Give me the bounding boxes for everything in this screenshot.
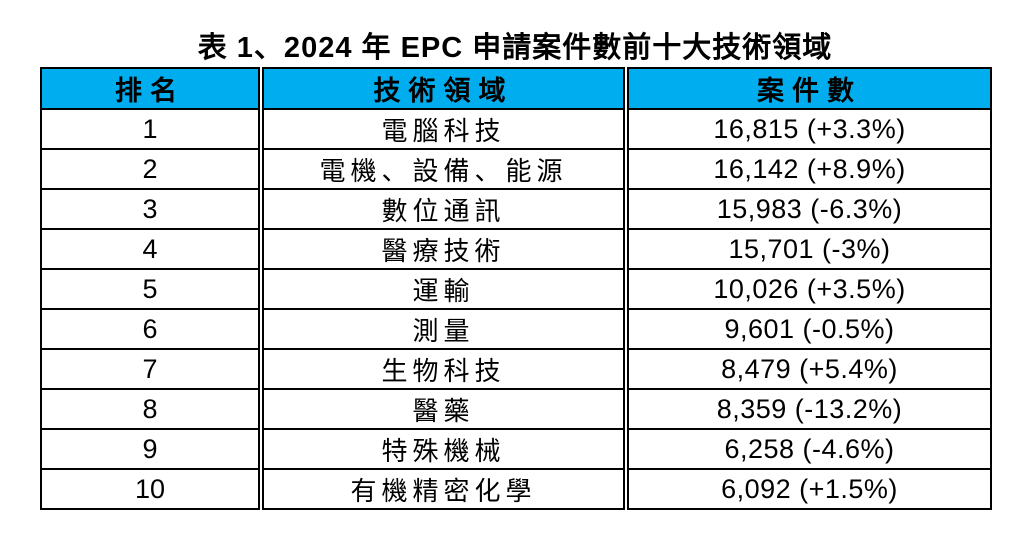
rank-cell: 5 — [40, 268, 262, 310]
table-row: 2 電機、設備、能源 16,142 (+8.9%) — [40, 148, 992, 190]
field-cell: 醫療技術 — [258, 228, 627, 270]
header-count: 案件數 — [623, 67, 992, 110]
field-cell: 運輸 — [258, 268, 627, 310]
table-row: 3 數位通訊 15,983 (-6.3%) — [40, 188, 992, 230]
table-row: 5 運輸 10,026 (+3.5%) — [40, 268, 992, 310]
table-header-row: 排名 技術領域 案件數 — [40, 67, 992, 110]
count-cell: 8,479 (+5.4%) — [623, 348, 992, 390]
rank-cell: 7 — [40, 348, 262, 390]
table-row: 6 測量 9,601 (-0.5%) — [40, 308, 992, 350]
table-row: 9 特殊機械 6,258 (-4.6%) — [40, 428, 992, 470]
count-cell: 10,026 (+3.5%) — [623, 268, 992, 310]
rank-cell: 6 — [40, 308, 262, 350]
count-cell: 6,258 (-4.6%) — [623, 428, 992, 470]
count-cell: 8,359 (-13.2%) — [623, 388, 992, 430]
table-row: 4 醫療技術 15,701 (-3%) — [40, 228, 992, 270]
field-cell: 生物科技 — [258, 348, 627, 390]
rank-cell: 1 — [40, 108, 262, 150]
field-cell: 醫藥 — [258, 388, 627, 430]
rank-cell: 8 — [40, 388, 262, 430]
count-cell: 15,983 (-6.3%) — [623, 188, 992, 230]
table-row: 1 電腦科技 16,815 (+3.3%) — [40, 108, 992, 150]
field-cell: 測量 — [258, 308, 627, 350]
field-cell: 電機、設備、能源 — [258, 148, 627, 190]
table-row: 10 有機精密化學 6,092 (+1.5%) — [40, 468, 992, 510]
rank-cell: 4 — [40, 228, 262, 270]
table-title: 表 1、2024 年 EPC 申請案件數前十大技術領域 — [197, 32, 833, 64]
field-cell: 數位通訊 — [258, 188, 627, 230]
header-field: 技術領域 — [258, 67, 627, 110]
field-cell: 特殊機械 — [258, 428, 627, 470]
epc-top10-table: 排名 技術領域 案件數 1 電腦科技 16,815 (+3.3%) 2 電機、設… — [40, 67, 992, 510]
header-rank: 排名 — [40, 67, 262, 110]
count-cell: 16,142 (+8.9%) — [623, 148, 992, 190]
rank-cell: 3 — [40, 188, 262, 230]
table-row: 8 醫藥 8,359 (-13.2%) — [40, 388, 992, 430]
count-cell: 16,815 (+3.3%) — [623, 108, 992, 150]
count-cell: 9,601 (-0.5%) — [623, 308, 992, 350]
rank-cell: 2 — [40, 148, 262, 190]
rank-cell: 10 — [40, 468, 262, 510]
field-cell: 電腦科技 — [258, 108, 627, 150]
count-cell: 6,092 (+1.5%) — [623, 468, 992, 510]
field-cell: 有機精密化學 — [258, 468, 627, 510]
rank-cell: 9 — [40, 428, 262, 470]
count-cell: 15,701 (-3%) — [623, 228, 992, 270]
table-row: 7 生物科技 8,479 (+5.4%) — [40, 348, 992, 390]
